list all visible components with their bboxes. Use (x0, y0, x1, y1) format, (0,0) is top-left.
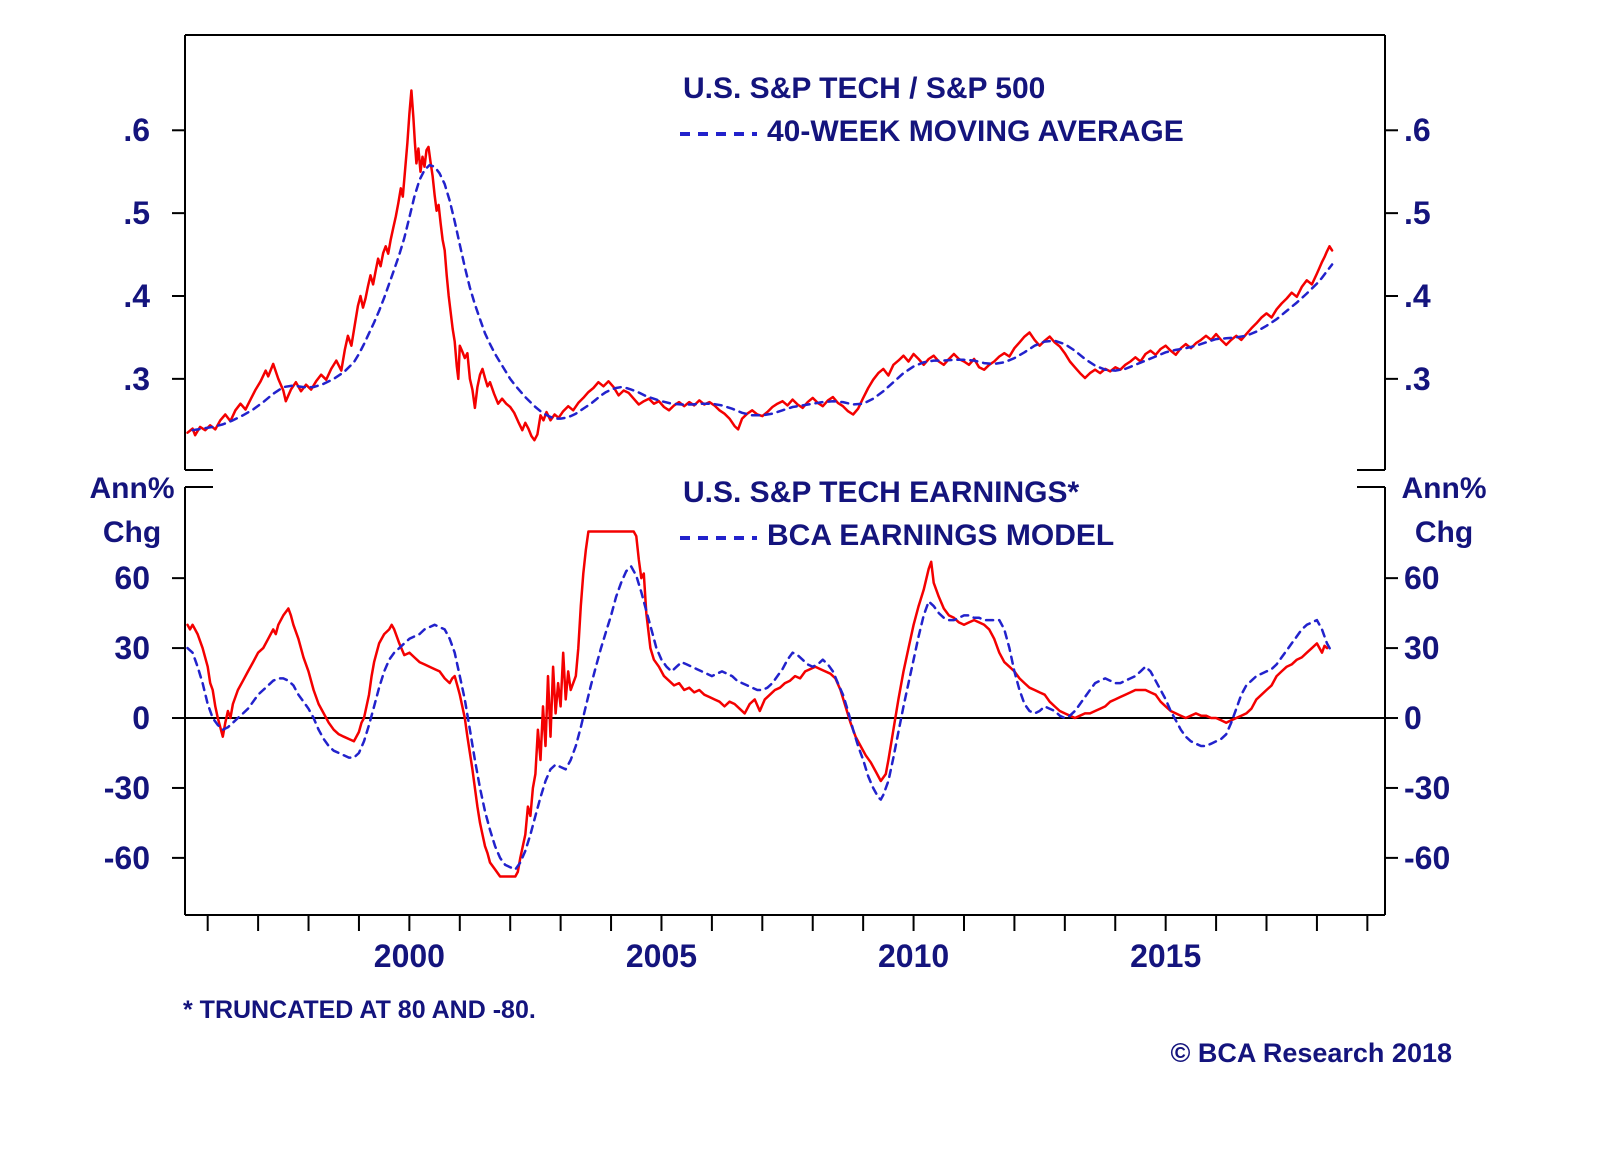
ytick-label-left: .4 (123, 278, 150, 314)
ytick-label-left: .5 (123, 195, 150, 232)
ytick-label-right: 30 (1404, 630, 1440, 667)
ytick-label-left: 60 (114, 560, 150, 597)
ytick-label-right: .4 (1404, 278, 1431, 314)
top-legend-series2-label: 40-WEEK MOVING AVERAGE (767, 115, 1184, 148)
bottom-legend-series1-label: U.S. S&P TECH EARNINGS* (683, 476, 1080, 509)
ytick-label-right: -60 (1404, 839, 1451, 876)
ytick-label-left: .3 (123, 360, 150, 397)
ytick-label-right: 0 (1404, 700, 1422, 737)
ytick-label-right: .3 (1404, 360, 1431, 397)
bottom-legend-series2-label: BCA EARNINGS MODEL (767, 519, 1115, 552)
xtick-label: 2000 (373, 938, 445, 974)
ytick-label-right: .5 (1404, 195, 1431, 232)
ytick-label-left: .6 (123, 112, 150, 149)
left-axis-unit-line2: Chg (102, 516, 162, 549)
right-axis-unit-line2: Chg (1414, 516, 1474, 549)
ytick-label-right: 60 (1404, 560, 1440, 597)
tech-earnings-line (186, 530, 1329, 878)
ytick-label-left: -30 (103, 769, 150, 806)
xtick-label: 2010 (877, 938, 950, 974)
xtick-label: 2015 (1130, 938, 1202, 974)
xtick-label: 2005 (625, 938, 698, 974)
ytick-label-right: .6 (1404, 112, 1431, 149)
footnote: * TRUNCATED AT 80 AND -80. (183, 996, 536, 1024)
ytick-label-left: 30 (114, 630, 150, 667)
left-axis-unit-line1: Ann% (89, 472, 175, 505)
copyright: © BCA Research 2018 (1170, 1038, 1452, 1068)
ytick-label-right: -30 (1404, 769, 1451, 806)
ytick-label-left: -60 (103, 839, 150, 876)
right-axis-unit-line1: Ann% (1401, 472, 1487, 505)
top-legend-series1-label: U.S. S&P TECH / S&P 500 (683, 72, 1046, 105)
ma-40-week-line (191, 163, 1334, 432)
ytick-label-left: 0 (132, 700, 150, 737)
bca-earnings-model-line (186, 565, 1334, 871)
